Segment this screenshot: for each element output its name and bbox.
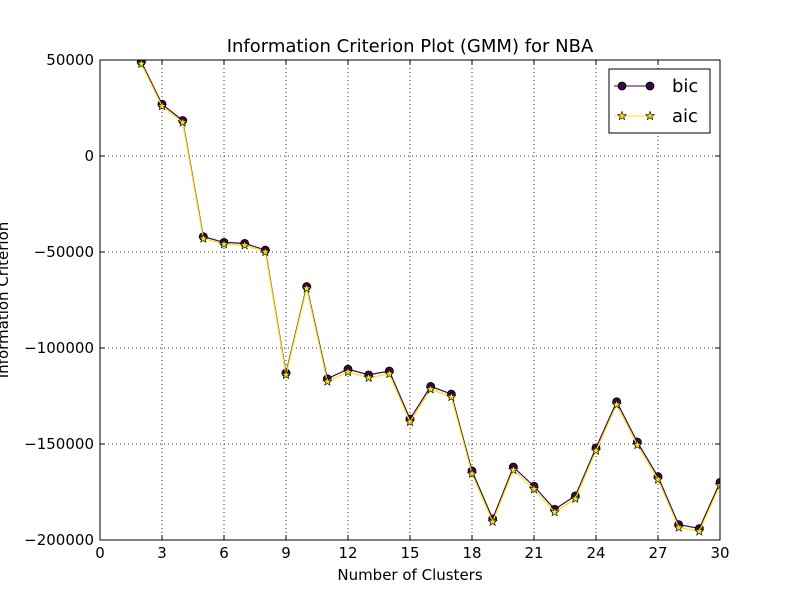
- x-tick-label: 21: [524, 544, 543, 562]
- legend-box: [608, 68, 711, 134]
- y-axis-label: Information Criterion: [0, 222, 12, 379]
- data-point-aic: [363, 372, 374, 383]
- data-point-aic: [528, 483, 540, 494]
- legend-bic-label: bic: [672, 76, 698, 97]
- x-tick-label: 12: [338, 544, 357, 562]
- y-tick-label: 50000: [46, 51, 94, 69]
- data-point-aic: [590, 445, 602, 456]
- series-aic: [136, 60, 720, 536]
- data-point-aic: [549, 506, 560, 517]
- series-layer: [136, 60, 720, 536]
- legend-aic-label: aic: [672, 106, 698, 127]
- y-tick-label: −100000: [24, 339, 94, 357]
- x-axis: 0 3 6 9 12 15 18 21 24 27 30: [95, 60, 730, 562]
- x-tick-label: 27: [648, 544, 667, 562]
- x-tick-label: 18: [462, 544, 481, 562]
- y-axis: 50000 0 −50000 −100000 −150000 −200000: [24, 51, 720, 549]
- chart-title: Information Criterion Plot (GMM) for NBA: [227, 36, 594, 57]
- data-point-aic: [466, 468, 478, 479]
- x-tick-label: 30: [710, 544, 729, 562]
- y-tick-label: −200000: [24, 531, 94, 549]
- data-point-aic: [673, 522, 684, 532]
- data-point-aic: [570, 493, 581, 504]
- data-point-aic: [342, 366, 354, 377]
- data-point-aic: [446, 391, 457, 402]
- data-point-aic: [425, 383, 436, 394]
- y-tick-label: 0: [84, 147, 94, 165]
- data-point-aic: [198, 233, 209, 243]
- data-point-aic: [301, 283, 312, 293]
- legend-bic-marker-right: [645, 81, 655, 91]
- data-point-aic: [218, 238, 230, 249]
- data-point-aic: [508, 464, 519, 475]
- data-point-aic: [714, 479, 720, 490]
- data-point-aic: [239, 239, 250, 250]
- grid: [100, 60, 720, 540]
- data-point-aic: [322, 376, 333, 386]
- x-tick-label: 24: [586, 544, 605, 562]
- data-point-aic: [694, 526, 705, 536]
- x-tick-label: 3: [157, 544, 167, 562]
- data-point-aic: [611, 399, 622, 409]
- data-point-aic: [652, 474, 664, 484]
- legend: bic aic: [608, 68, 711, 134]
- y-tick-label: −150000: [24, 435, 94, 453]
- data-point-aic: [260, 246, 271, 257]
- data-point-aic: [404, 416, 416, 427]
- x-tick-label: 15: [400, 544, 419, 562]
- data-point-aic: [177, 117, 188, 127]
- data-point-aic: [136, 60, 147, 69]
- x-axis-label: Number of Clusters: [337, 566, 482, 584]
- data-point-aic: [156, 100, 168, 111]
- data-point-aic: [384, 368, 395, 379]
- data-point-aic: [280, 369, 292, 380]
- data-point-aic: [632, 439, 643, 450]
- y-tick-label: −50000: [34, 243, 94, 261]
- x-tick-label: 0: [95, 544, 105, 562]
- legend-bic-marker-left: [617, 81, 627, 91]
- x-tick-label: 9: [281, 544, 291, 562]
- x-tick-label: 6: [219, 544, 229, 562]
- legend-aic-marker-right: [644, 110, 656, 121]
- data-point-aic: [487, 516, 498, 527]
- legend-aic-marker-left: [616, 110, 628, 121]
